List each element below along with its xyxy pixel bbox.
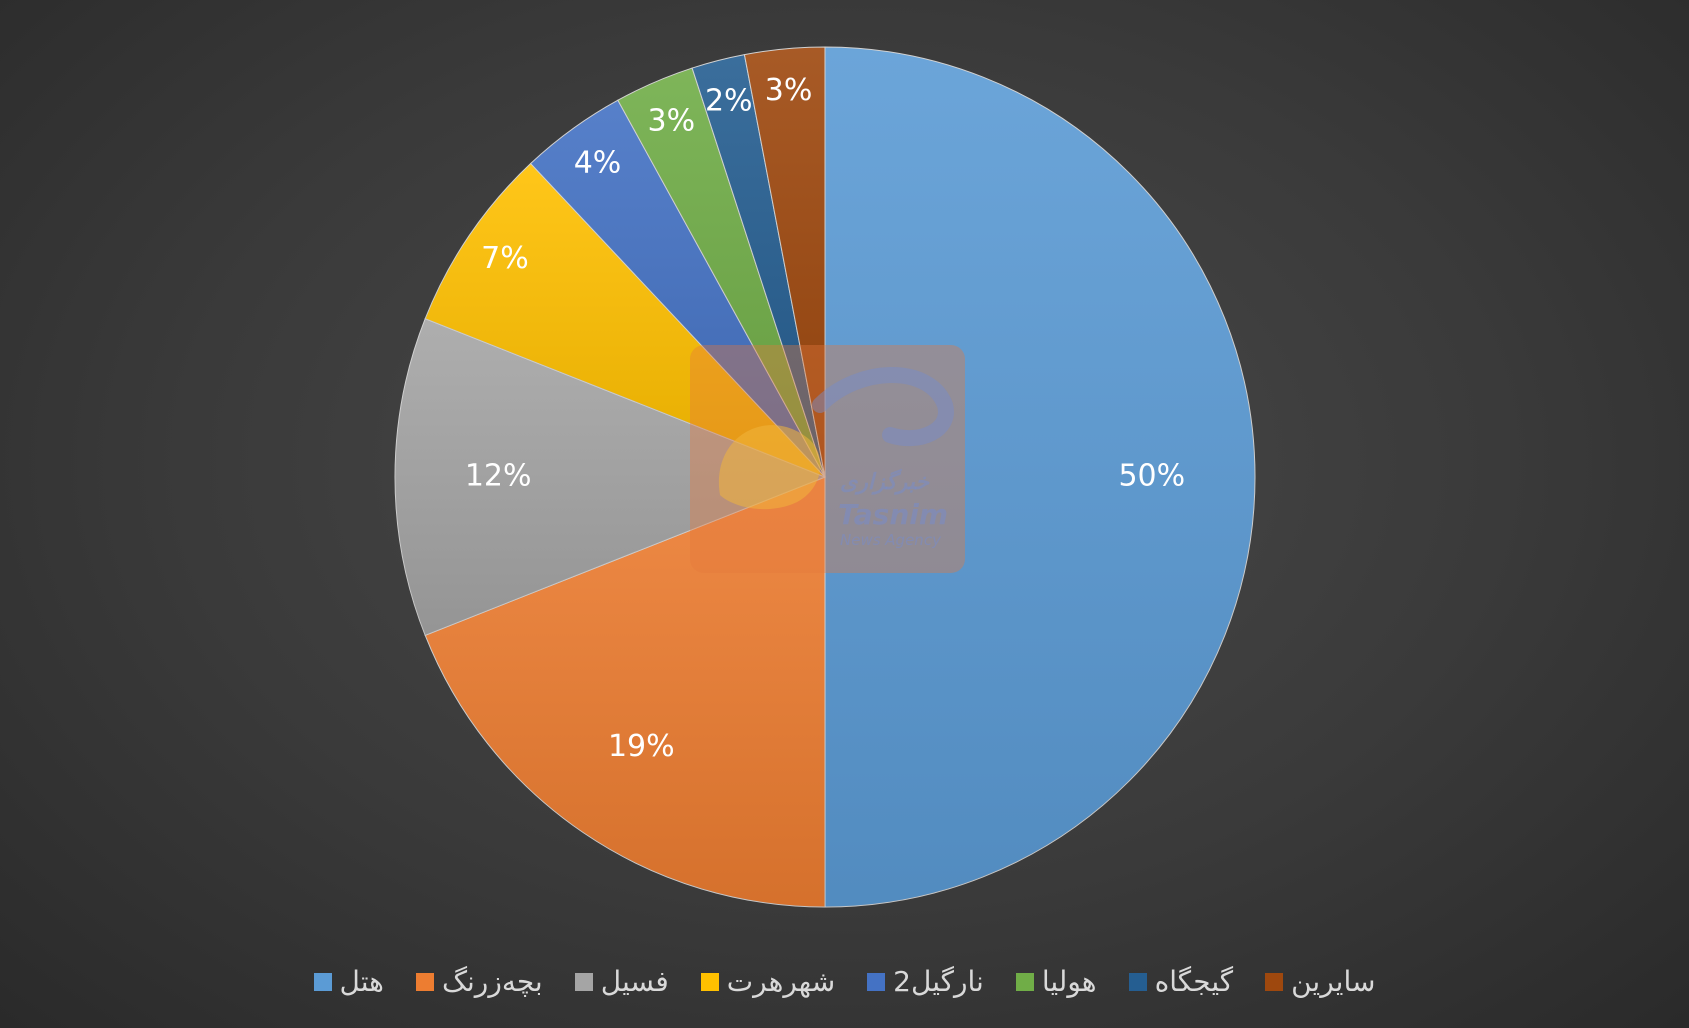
legend-label: هتل	[339, 965, 384, 998]
legend-item-7: سایرین	[1265, 965, 1375, 998]
pie-data-label-6: 2%	[705, 84, 753, 119]
pie-data-label-3: 7%	[481, 241, 529, 276]
legend-label: شهرهرت	[726, 965, 836, 998]
pie-data-label-4: 4%	[574, 145, 622, 180]
legend-swatch	[1015, 972, 1034, 991]
legend-item-2: فسیل	[574, 965, 669, 998]
pie-data-label-7: 3%	[765, 73, 813, 108]
legend-swatch	[574, 972, 593, 991]
legend-item-1: بچه‌زرنگ	[415, 965, 543, 998]
legend-label: گیجگاه	[1154, 965, 1234, 998]
tasnim-watermark-logo: خبرگزاری Tasnim News Agency	[690, 345, 965, 573]
legend-swatch	[867, 972, 886, 991]
legend-item-6: گیجگاه	[1128, 965, 1234, 998]
legend-item-3: شهرهرت	[700, 965, 836, 998]
legend-item-4: نارگیل2	[867, 965, 984, 998]
pie-data-label-0: 50%	[1118, 459, 1185, 494]
watermark-text-en: Tasnim	[838, 498, 949, 531]
legend-swatch	[1265, 972, 1284, 991]
legend-item-5: هولیا	[1015, 965, 1097, 998]
pie-data-label-1: 19%	[608, 729, 675, 764]
pie-data-label-5: 3%	[648, 103, 696, 138]
pie-data-labels: 50% 19% 12% 7% 4% 3% 2% 3%	[465, 73, 1185, 764]
legend-label: هولیا	[1041, 965, 1097, 998]
watermark-text-fa: خبرگزاری	[840, 470, 929, 495]
legend-label: نارگیل2	[893, 965, 984, 998]
legend-label: فسیل	[600, 965, 669, 998]
chart-legend: هتل بچه‌زرنگ فسیل شهرهرت نارگیل2 هولیا گیجگاه س…	[0, 965, 1689, 998]
legend-swatch	[1128, 972, 1147, 991]
pie-data-label-2: 12%	[465, 459, 532, 494]
legend-label: سایرین	[1291, 965, 1376, 998]
legend-swatch	[313, 972, 332, 991]
legend-label: بچه‌زرنگ	[441, 965, 543, 998]
tasnim-logo-icon	[718, 367, 954, 510]
legend-item-0: هتل	[313, 965, 384, 998]
watermark-text-sub: News Agency	[840, 531, 941, 549]
legend-swatch	[415, 972, 434, 991]
legend-swatch	[700, 972, 719, 991]
